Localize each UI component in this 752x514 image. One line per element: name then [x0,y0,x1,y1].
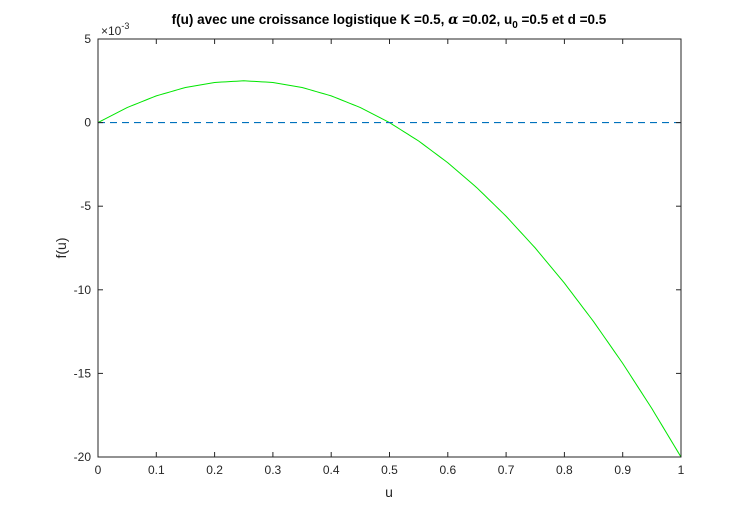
y-tick-label: -15 [74,366,92,380]
x-tick-label: 0.4 [323,463,340,477]
y-exponent-base: ×10 [101,24,122,38]
y-exponent-label: ×10-3 [101,21,129,38]
plot-area [98,39,681,457]
title-suffix: =0.5 et d =0.5 [518,12,607,27]
x-tick-label: 0.8 [556,463,573,477]
chart-title: f(u) avec une croissance logistique K =0… [172,12,607,31]
title-subscript: 0 [512,20,518,31]
y-exponent-power: -3 [121,21,129,31]
title-prefix: f(u) avec une croissance logistique K =0… [172,12,448,27]
x-tick-label: 0 [95,463,102,477]
y-tick-label: 0 [84,116,91,130]
y-tick-label: 5 [84,32,91,46]
series-layer [97,80,682,458]
x-tick-label: 0.9 [614,463,631,477]
x-tick-label: 0.2 [206,463,223,477]
x-tick-label: 1 [678,463,685,477]
title-alpha-text: =0.02, u [459,12,513,27]
y-tick-label: -5 [80,199,91,213]
x-tick-label: 0.5 [381,463,398,477]
x-tick-label: 0.1 [148,463,165,477]
y-tick-label: -10 [74,283,92,297]
tick-layer: 0 0.1 0.2 0.3 0.4 0.5 0.6 0.7 0.8 0.9 1 5 0 -5 -10 -15 -… [74,32,685,477]
y-axis-label: f(u) [53,238,69,259]
x-tick-label: 0.6 [439,463,456,477]
title-alpha-symbol: α [448,12,459,28]
x-axis-label: u [385,484,393,500]
x-tick-label: 0.3 [265,463,282,477]
x-tick-label: 0.7 [498,463,515,477]
y-tick-label: -20 [74,450,92,464]
